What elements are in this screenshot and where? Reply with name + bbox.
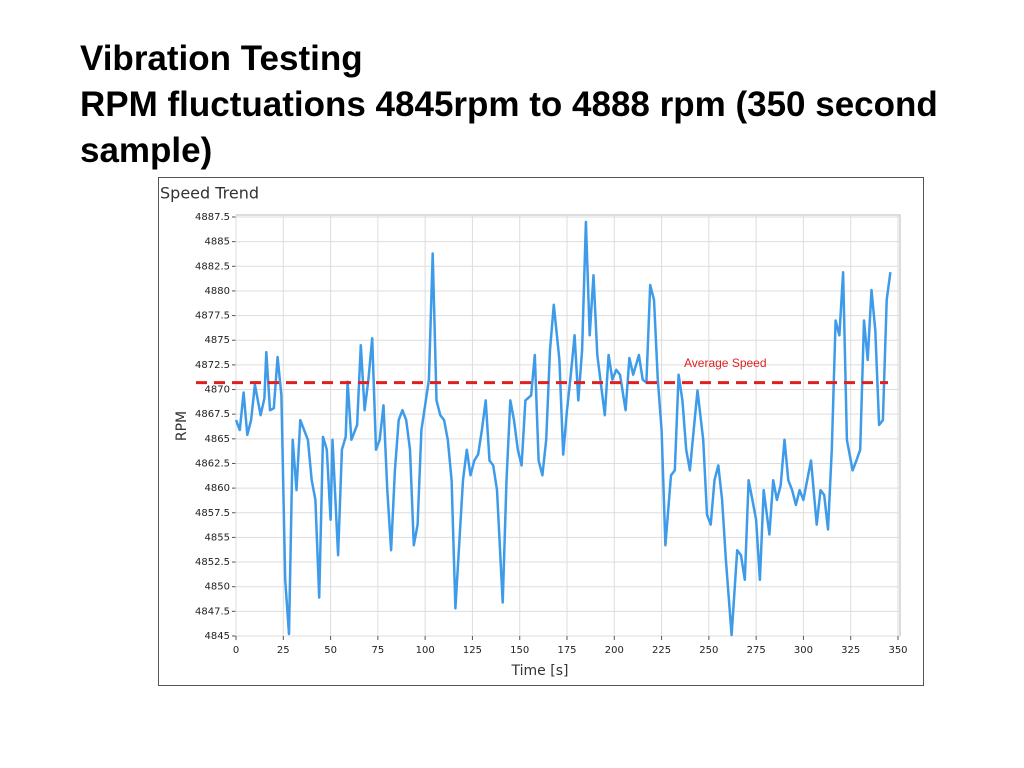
y-tick-label: 4862.5: [195, 458, 230, 469]
y-tick-label: 4845: [205, 631, 230, 642]
y-tick-label: 4855: [205, 532, 230, 543]
x-tick-label: 275: [747, 645, 766, 656]
y-tick-label: 4880: [205, 286, 230, 297]
x-tick-label: 325: [841, 645, 860, 656]
y-tick-label: 4882.5: [195, 261, 230, 272]
y-tick-label: 4885: [205, 237, 230, 248]
y-tick-label: 4850: [205, 582, 230, 593]
x-tick-label: 50: [324, 645, 337, 656]
y-tick-label: 4852.5: [195, 557, 230, 568]
y-tick-label: 4887.5: [195, 212, 230, 223]
y-tick-label: 4865: [205, 434, 230, 445]
x-tick-label: 250: [699, 645, 718, 656]
x-tick-label: 200: [605, 645, 624, 656]
x-tick-label: 225: [652, 645, 671, 656]
x-tick-label: 100: [416, 645, 435, 656]
x-tick-label: 125: [463, 645, 482, 656]
slide-subtitle: RPM fluctuations 4845rpm to 4888 rpm (35…: [80, 85, 938, 170]
reference-label: Average Speed: [684, 356, 767, 370]
data-line: [234, 220, 892, 637]
y-tick-label: 4857.5: [195, 508, 230, 519]
x-tick-label: 175: [557, 645, 576, 656]
x-tick-label: 25: [277, 645, 290, 656]
x-tick-label: 300: [794, 645, 813, 656]
y-tick-label: 4847.5: [195, 606, 230, 617]
x-tick-label: 350: [888, 645, 907, 656]
x-axis-label: Time [s]: [511, 663, 569, 679]
y-tick-label: 4875: [205, 335, 230, 346]
x-tick-label: 75: [371, 645, 384, 656]
y-axis-label: RPM: [174, 411, 190, 441]
y-tick-label: 4872.5: [195, 360, 230, 371]
y-tick-label: 4867.5: [195, 409, 230, 420]
x-tick-label: 150: [510, 645, 529, 656]
y-tick-label: 4877.5: [195, 311, 230, 322]
chart-title: Speed Trend: [160, 184, 259, 203]
plot-area: [235, 214, 901, 637]
slide-title: Vibration Testing: [80, 39, 363, 78]
x-tick-label: 0: [233, 645, 239, 656]
y-tick-label: 4870: [205, 385, 230, 396]
y-tick-label: 4860: [205, 483, 230, 494]
